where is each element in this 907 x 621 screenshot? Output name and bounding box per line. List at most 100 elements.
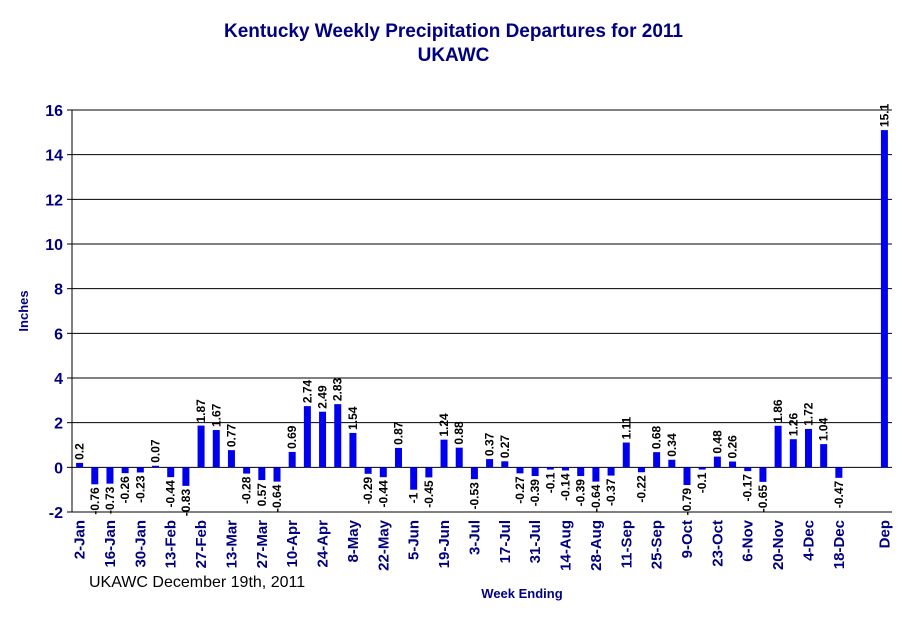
x-tick-label: 17-Jul	[497, 520, 514, 563]
bar	[637, 467, 645, 473]
x-tick-label: 9-Oct	[679, 520, 696, 558]
bar	[212, 430, 220, 468]
y-tick-label: -2	[49, 505, 63, 522]
bar	[713, 456, 721, 468]
bar	[562, 467, 570, 471]
bar	[546, 467, 554, 470]
bar	[804, 428, 812, 468]
data-label: -0.37	[604, 478, 618, 506]
data-label: 0.2	[73, 443, 87, 460]
x-tick-label: 13-Feb	[163, 520, 180, 568]
data-label: 0.87	[391, 421, 405, 445]
bar	[303, 406, 311, 468]
bar	[516, 467, 524, 474]
bar	[698, 467, 706, 470]
x-tick-label: 16-Jan	[102, 520, 119, 568]
footer-note: UKAWC December 19th, 2011	[89, 574, 306, 591]
bar	[319, 411, 327, 468]
bar	[273, 467, 281, 482]
bar	[379, 467, 387, 478]
data-label: 1.11	[619, 417, 633, 440]
bar	[349, 432, 357, 468]
data-label: -0.47	[832, 481, 846, 509]
data-label: 2.74	[300, 379, 314, 403]
data-label: -0.26	[118, 476, 132, 504]
bar	[243, 467, 251, 474]
data-label: -0.83	[179, 489, 193, 517]
bar	[394, 447, 402, 468]
data-label: 1.72	[801, 402, 815, 426]
data-label: -0.65	[756, 485, 770, 513]
bar	[607, 467, 615, 476]
x-tick-label: 10-Apr	[284, 520, 301, 568]
x-tick-label: 2-Jan	[72, 520, 89, 559]
x-tick-label: 8-May	[345, 519, 362, 562]
y-axis-title: Inches	[16, 290, 31, 331]
data-label: -0.44	[376, 480, 390, 508]
bar	[440, 439, 448, 468]
bar	[121, 467, 129, 474]
data-label: -0.73	[103, 486, 117, 514]
bar	[880, 130, 888, 468]
bar	[258, 467, 266, 481]
bar	[455, 447, 463, 468]
data-label: -0.64	[270, 484, 284, 512]
bar	[729, 461, 737, 468]
bar	[486, 459, 494, 468]
bar	[622, 442, 630, 468]
data-label: 2.49	[316, 385, 330, 409]
data-label: -0.29	[361, 476, 375, 504]
x-tick-label: 4-Dec	[800, 520, 817, 561]
data-label: -0.22	[634, 475, 648, 503]
x-tick-label: 6-Nov	[740, 519, 757, 561]
data-label: 0.77	[224, 423, 238, 447]
bar	[531, 467, 539, 477]
bar	[197, 425, 205, 468]
data-label: -0.39	[574, 479, 588, 507]
bar	[820, 444, 828, 468]
data-label: 0.27	[498, 435, 512, 459]
data-label: 1.54	[346, 406, 360, 430]
y-tick-label: 10	[45, 237, 63, 254]
bar	[774, 425, 782, 468]
chart-subtitle: UKAWC	[417, 45, 490, 66]
x-tick-label: 28-Aug	[588, 520, 605, 571]
data-label: 0.34	[665, 433, 679, 457]
bar	[744, 467, 752, 472]
data-label: -0.45	[422, 480, 436, 508]
chart-title-block: Kentucky Weekly Precipitation Departures…	[0, 20, 907, 68]
data-label: 1.26	[786, 413, 800, 437]
bar	[759, 467, 767, 482]
y-tick-label: 2	[54, 416, 63, 433]
y-tick-label: 4	[54, 371, 63, 388]
bar	[653, 452, 661, 468]
bar	[410, 467, 418, 490]
data-label: -0.53	[467, 482, 481, 510]
x-tick-label: 30-Jan	[132, 520, 149, 568]
x-tick-label: 11-Sep	[618, 520, 635, 568]
bar	[501, 461, 509, 468]
data-label: -0.79	[680, 488, 694, 516]
y-tick-label: 6	[54, 326, 63, 343]
bar	[76, 462, 84, 468]
bar	[364, 467, 372, 474]
data-label: 0.68	[650, 425, 664, 449]
x-tick-label: 19-Jun	[436, 520, 453, 568]
data-label: 2.83	[331, 377, 345, 401]
data-label: 1.87	[194, 399, 208, 423]
bar	[835, 467, 843, 478]
bar	[334, 404, 342, 468]
data-label: 1.04	[817, 417, 831, 441]
data-label: -0.39	[528, 479, 542, 507]
x-tick-label: 27-Mar	[254, 520, 271, 569]
data-label: -0.23	[133, 475, 147, 503]
bar	[577, 467, 585, 477]
data-label: 0.37	[483, 432, 497, 456]
y-tick-label: 14	[45, 148, 63, 165]
data-label: 15.1	[877, 103, 891, 127]
bar	[167, 467, 175, 478]
x-tick-label: 13-Mar	[223, 520, 240, 569]
y-tick-label: 12	[45, 192, 63, 209]
data-label: 0.26	[726, 435, 740, 459]
